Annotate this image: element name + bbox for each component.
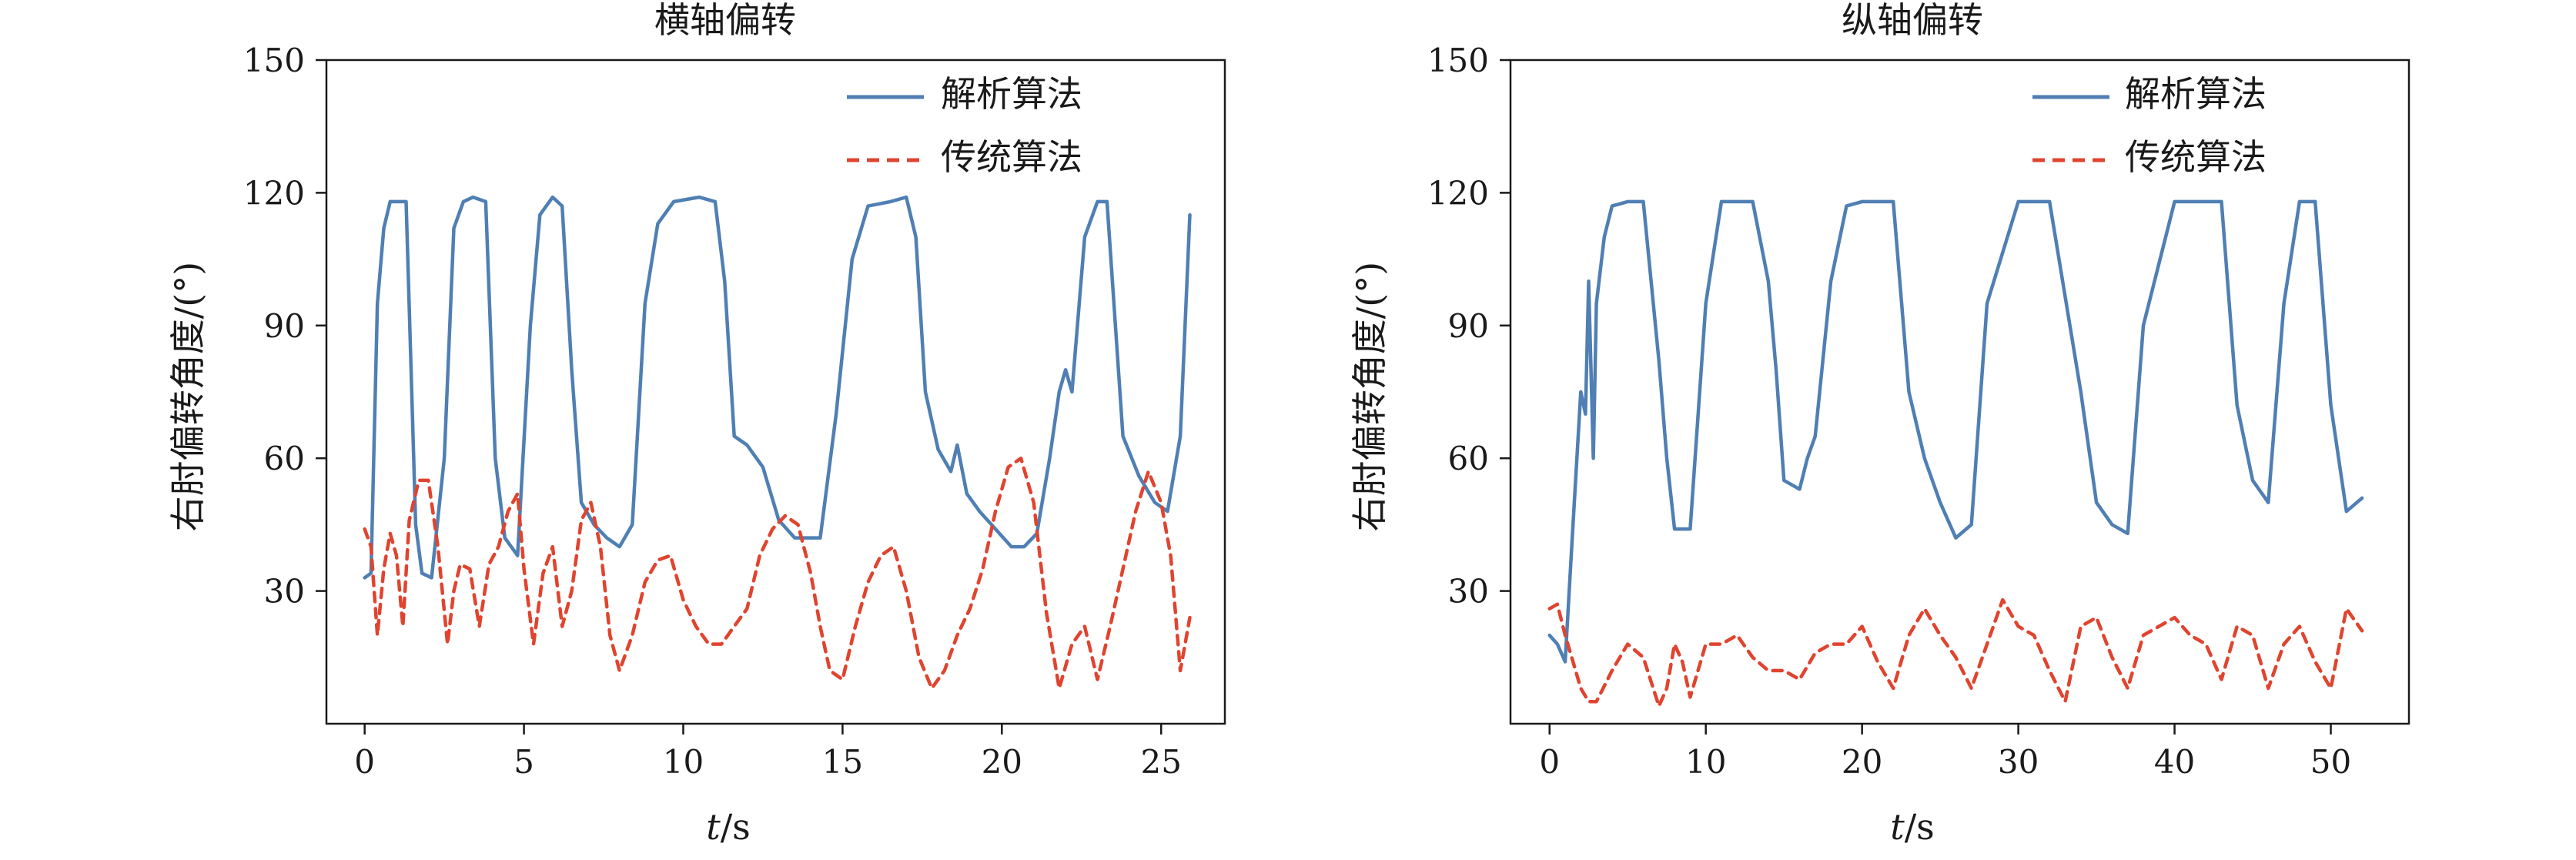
legend-label: 传统算法: [941, 136, 1082, 178]
y-tick-label: 150: [243, 42, 305, 79]
legend-label: 解析算法: [2125, 73, 2267, 115]
y-axis-label: 右肘偏转角度/(°): [167, 262, 209, 531]
legend-label: 传统算法: [2125, 136, 2267, 178]
legend-label: 解析算法: [941, 73, 1082, 115]
y-tick-label: 60: [1448, 440, 1489, 477]
x-axis-label-italic: t: [706, 806, 721, 848]
series-line: [363, 195, 1192, 580]
series-line: [1547, 199, 2364, 664]
x-tick-label: 20: [1842, 743, 1882, 781]
x-tick-label: 40: [2154, 743, 2195, 781]
x-tick-label: 0: [354, 743, 375, 781]
plot-frame: [1509, 59, 2410, 725]
y-axis-label: 右肘偏转角度/(°): [1349, 262, 1390, 531]
y-tick-label: 90: [1448, 307, 1489, 345]
x-axis-label-unit: /s: [721, 806, 751, 848]
chart-title: 纵轴偏转: [1842, 0, 1983, 41]
series-line: [363, 456, 1192, 691]
x-tick-label: 15: [822, 743, 863, 781]
y-tick-label: 60: [264, 440, 305, 477]
x-axis-label-unit: /s: [1905, 806, 1935, 848]
x-axis-label: t/s: [706, 806, 751, 848]
x-tick-label: 10: [1685, 743, 1726, 781]
x-axis-label: t/s: [1890, 806, 1935, 848]
y-tick-label: 30: [1448, 573, 1489, 611]
y-tick-label: 90: [264, 307, 305, 345]
x-tick-label: 30: [1998, 743, 2039, 781]
x-tick-label: 25: [1141, 743, 1182, 781]
x-tick-label: 50: [2310, 743, 2351, 781]
x-tick-label: 10: [663, 743, 704, 781]
x-tick-label: 20: [982, 743, 1022, 781]
x-tick-label: 0: [1539, 743, 1560, 781]
y-tick-label: 120: [243, 174, 305, 212]
series-line: [1547, 597, 2364, 708]
x-axis-label-italic: t: [1890, 806, 1905, 848]
y-tick-label: 150: [1427, 42, 1489, 79]
plot-frame: [325, 59, 1226, 725]
y-tick-label: 30: [264, 573, 305, 611]
x-tick-label: 5: [514, 743, 534, 781]
chart-title: 横轴偏转: [654, 0, 796, 41]
y-tick-label: 120: [1427, 174, 1489, 212]
